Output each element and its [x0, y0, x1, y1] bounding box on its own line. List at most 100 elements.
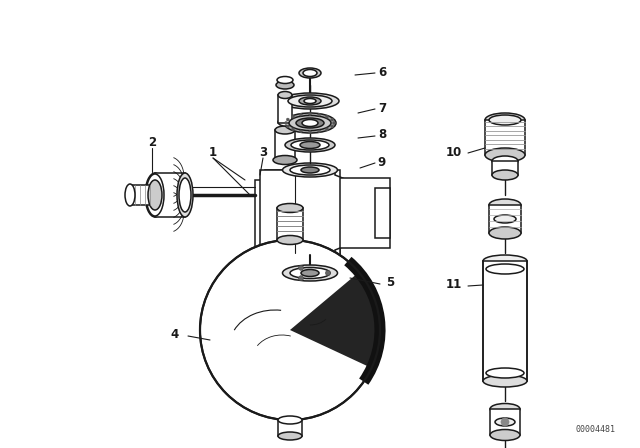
Bar — [485, 120, 525, 155]
Circle shape — [326, 115, 328, 118]
Bar — [278, 95, 292, 123]
Ellipse shape — [291, 140, 329, 150]
Ellipse shape — [304, 99, 316, 103]
Bar — [265, 170, 340, 255]
Ellipse shape — [146, 174, 164, 216]
Bar — [483, 261, 527, 381]
Ellipse shape — [485, 148, 525, 162]
Bar — [340, 178, 390, 248]
Ellipse shape — [288, 95, 332, 107]
Text: 3: 3 — [259, 146, 267, 159]
Ellipse shape — [277, 77, 293, 83]
Circle shape — [308, 112, 312, 116]
Circle shape — [501, 418, 509, 426]
Ellipse shape — [148, 180, 162, 210]
Circle shape — [285, 121, 287, 125]
Circle shape — [308, 130, 312, 134]
Text: 4: 4 — [171, 328, 179, 341]
Ellipse shape — [125, 184, 135, 206]
Ellipse shape — [489, 115, 521, 125]
Circle shape — [331, 125, 333, 128]
Ellipse shape — [277, 203, 303, 212]
Ellipse shape — [278, 91, 292, 99]
Text: 6: 6 — [378, 65, 386, 78]
Ellipse shape — [179, 178, 191, 212]
Circle shape — [317, 113, 321, 116]
Ellipse shape — [282, 265, 337, 281]
Wedge shape — [290, 272, 380, 368]
Ellipse shape — [301, 270, 319, 276]
Text: 7: 7 — [378, 102, 386, 115]
Ellipse shape — [490, 430, 520, 440]
Text: 8: 8 — [378, 129, 386, 142]
Ellipse shape — [299, 68, 321, 78]
Ellipse shape — [494, 215, 516, 223]
Ellipse shape — [490, 404, 520, 414]
Ellipse shape — [300, 142, 320, 148]
Ellipse shape — [281, 93, 339, 109]
Circle shape — [298, 265, 303, 270]
Text: 2: 2 — [148, 135, 156, 148]
Ellipse shape — [489, 227, 521, 239]
Ellipse shape — [485, 113, 525, 127]
Ellipse shape — [145, 173, 165, 217]
Circle shape — [292, 128, 294, 131]
Polygon shape — [260, 170, 360, 255]
Bar — [130, 185, 155, 205]
Bar — [155, 173, 185, 217]
Circle shape — [333, 121, 335, 125]
Bar — [275, 130, 295, 160]
Bar — [278, 420, 302, 436]
Ellipse shape — [299, 97, 321, 105]
Ellipse shape — [492, 156, 518, 166]
Ellipse shape — [301, 167, 319, 173]
Circle shape — [292, 115, 294, 118]
Circle shape — [317, 130, 321, 133]
Ellipse shape — [278, 432, 302, 440]
Ellipse shape — [296, 118, 324, 128]
Ellipse shape — [275, 126, 295, 134]
Text: 10: 10 — [446, 146, 462, 159]
Circle shape — [326, 128, 328, 131]
Circle shape — [298, 276, 303, 281]
Bar — [375, 188, 390, 238]
Ellipse shape — [495, 418, 515, 426]
Bar — [490, 409, 520, 435]
Bar — [489, 205, 521, 233]
Ellipse shape — [486, 264, 524, 274]
Ellipse shape — [273, 155, 297, 164]
Ellipse shape — [285, 138, 335, 152]
Ellipse shape — [290, 267, 330, 279]
Ellipse shape — [276, 81, 294, 89]
Circle shape — [326, 271, 330, 276]
Ellipse shape — [302, 120, 318, 126]
Circle shape — [286, 125, 289, 128]
Bar — [277, 208, 303, 240]
Ellipse shape — [278, 118, 292, 126]
Ellipse shape — [278, 416, 302, 424]
Ellipse shape — [277, 236, 303, 245]
Text: 00004481: 00004481 — [575, 426, 615, 435]
Ellipse shape — [492, 170, 518, 180]
Circle shape — [200, 240, 380, 420]
Circle shape — [300, 130, 302, 133]
Text: 1: 1 — [209, 146, 217, 159]
Text: 9: 9 — [378, 155, 386, 168]
Ellipse shape — [486, 368, 524, 378]
Ellipse shape — [289, 116, 331, 130]
Ellipse shape — [282, 163, 337, 177]
Ellipse shape — [483, 375, 527, 387]
Bar — [492, 161, 518, 175]
Ellipse shape — [483, 255, 527, 267]
Bar — [255, 180, 340, 255]
Text: 11: 11 — [446, 279, 462, 292]
Circle shape — [331, 118, 333, 121]
Circle shape — [300, 113, 302, 116]
Circle shape — [286, 118, 289, 121]
Ellipse shape — [303, 69, 317, 77]
Text: 5: 5 — [386, 276, 394, 289]
Ellipse shape — [489, 199, 521, 211]
Ellipse shape — [290, 165, 330, 175]
Ellipse shape — [284, 113, 336, 133]
Ellipse shape — [177, 173, 193, 217]
